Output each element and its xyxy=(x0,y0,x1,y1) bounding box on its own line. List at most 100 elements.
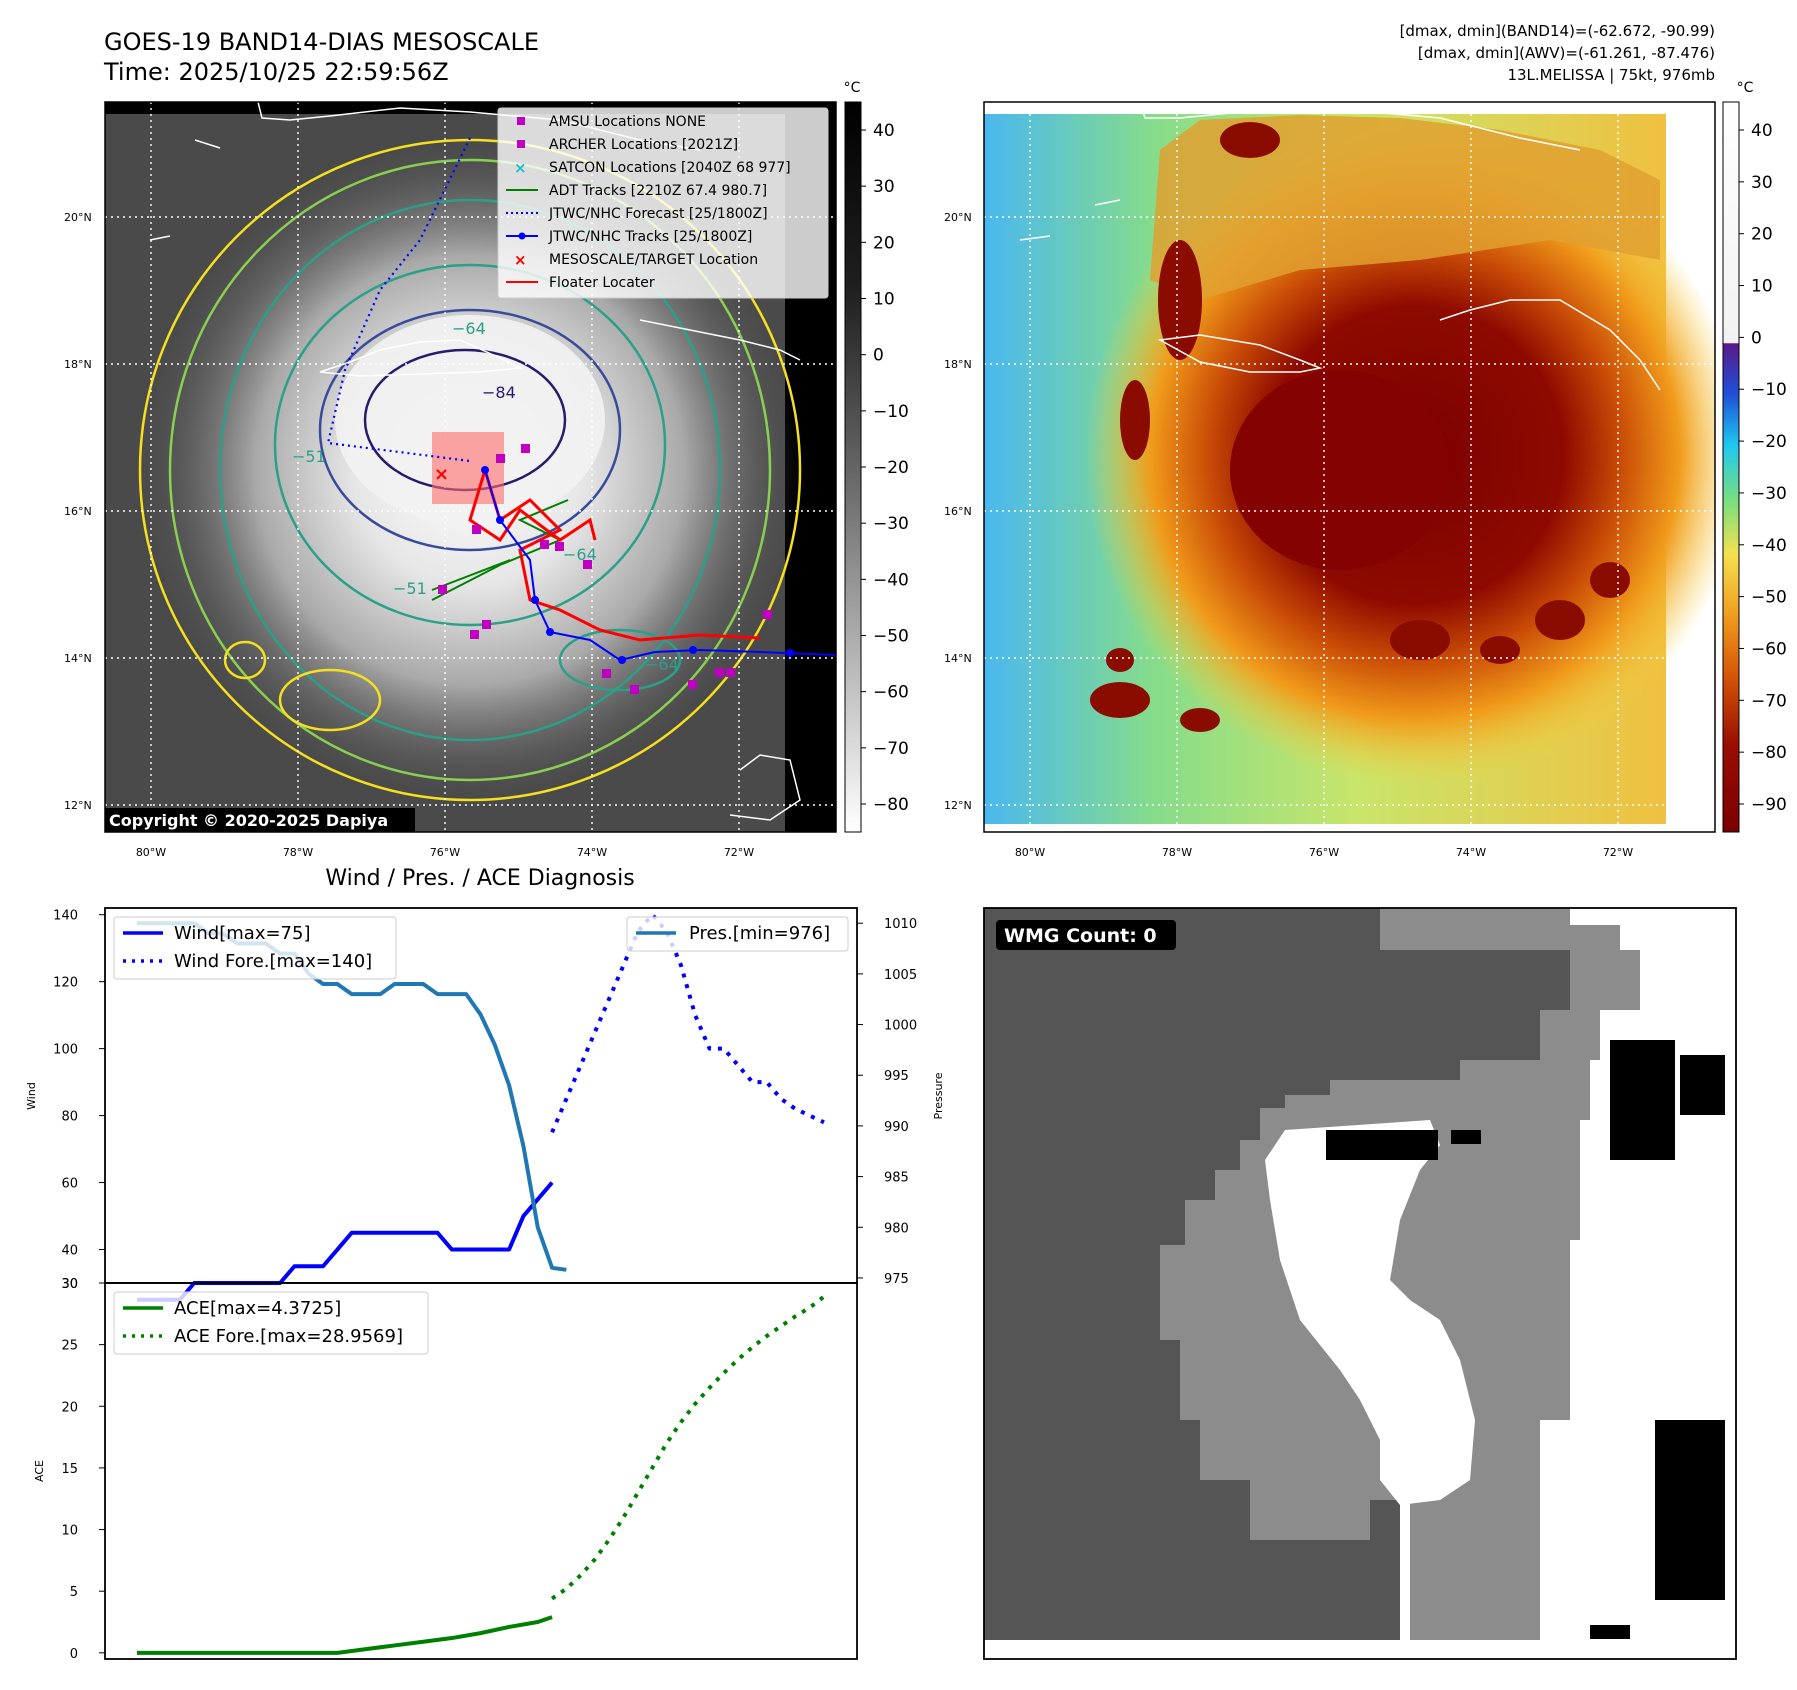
lat-label-14n: 14°N xyxy=(944,652,972,665)
legend-label-satcon: SATCON Locations [2040Z 68 977] xyxy=(549,160,791,176)
awv-stat: [dmax, dmin](AWV)=(-61.261, -87.476) xyxy=(1418,44,1715,62)
wind-ytick-label: 140 xyxy=(53,909,78,924)
eyewall-region xyxy=(1230,370,1450,570)
legend-label-forecast: JTWC/NHC Forecast [25/1800Z] xyxy=(548,206,768,222)
pressure-ytick-label: 1000 xyxy=(884,1019,917,1034)
legend-marker-amsu xyxy=(517,117,525,125)
floater-track xyxy=(468,469,761,642)
awv-colorbar-tick-label: −40 xyxy=(1751,536,1787,556)
lon-label-76w: 76°W xyxy=(1309,846,1339,859)
ace-legend-label: ACE[max=4.3725] xyxy=(174,1298,341,1319)
lat-label-20n: 20°N xyxy=(64,211,92,224)
awv-colorbar-tick-label: 30 xyxy=(1751,173,1773,193)
ace-legend: ACE[max=4.3725] ACE Fore.[max=28.9569] xyxy=(113,1291,429,1355)
lat-label-14n: 14°N xyxy=(64,652,92,665)
band14-colorbar-tick-label: −50 xyxy=(873,627,909,647)
legend-label-archer: ARCHER Locations [2021Z] xyxy=(549,137,738,153)
pressure-ytick-label: 995 xyxy=(884,1069,909,1084)
ace-ytick-label: 15 xyxy=(61,1462,78,1477)
pressure-ytick-label: 980 xyxy=(884,1221,909,1236)
ace-forecast-legend-label: ACE Fore.[max=28.9569] xyxy=(174,1326,403,1347)
pressure-legend-label: Pres.[min=976] xyxy=(689,923,830,944)
lat-label-18n: 18°N xyxy=(64,358,92,371)
lat-label-12n: 12°N xyxy=(944,799,972,812)
central-dense-overcast xyxy=(335,315,605,525)
best-track xyxy=(484,469,836,662)
legend-marker-satcon: × xyxy=(514,159,527,177)
svg-text:−51: −51 xyxy=(393,579,427,598)
awv-colorbar-tick-label: 0 xyxy=(1751,328,1762,348)
figure-title: GOES-19 BAND14-DIAS MESOSCALE xyxy=(104,28,539,56)
wind-ytick-label: 120 xyxy=(53,976,78,991)
band14-colorbar-tick-label: −80 xyxy=(873,795,909,815)
best-track-points xyxy=(481,466,794,664)
awv-colorbar-tick-label: −50 xyxy=(1751,588,1787,608)
wind-ytick-label: 30 xyxy=(61,1277,78,1292)
pressure-legend-box xyxy=(626,916,849,952)
awv-colorbar: °C 40 30 20 10 0 −10 −20 −30 −40 −50 −60 −70 −80 −90 xyxy=(1722,80,1787,833)
wmg-zone-light xyxy=(1265,1120,1475,1505)
contour-labels: −64 −84 −51 −64 −64 −51 xyxy=(292,319,679,674)
wmg-count-box xyxy=(996,920,1176,950)
band14-colorbar-tick-label: −70 xyxy=(873,739,909,759)
ace-forecast-series-line xyxy=(550,1294,826,1601)
wind-ytick-label: 60 xyxy=(61,1177,78,1192)
wind-legend-box xyxy=(113,916,397,980)
diagnosis-title: Wind / Pres. / ACE Diagnosis xyxy=(325,866,634,891)
ace-axis-label: ACE xyxy=(33,1460,46,1482)
archer-markers xyxy=(438,444,772,694)
legend-marker-target: × xyxy=(514,251,527,269)
lat-label-20n: 20°N xyxy=(944,211,972,224)
legend-box xyxy=(497,107,829,299)
outflow-band xyxy=(1150,115,1660,300)
svg-text:−84: −84 xyxy=(482,383,516,402)
svg-text:−64: −64 xyxy=(645,655,679,674)
svg-text:−64: −64 xyxy=(452,319,486,338)
lon-label-74w: 74°W xyxy=(1456,846,1486,859)
awv-colorbar-tick-label: −20 xyxy=(1751,432,1787,452)
lon-label-78w: 78°W xyxy=(283,846,313,859)
legend-label-target: MESOSCALE/TARGET Location xyxy=(549,252,758,268)
lon-label-80w: 80°W xyxy=(1015,846,1045,859)
lon-label-72w: 72°W xyxy=(724,846,754,859)
awv-colorbar-tick-label: −90 xyxy=(1751,795,1787,815)
pressure-ytick-label: 1010 xyxy=(884,917,917,932)
copyright-box xyxy=(105,808,415,832)
band14-stat: [dmax, dmin](BAND14)=(-62.672, -90.99) xyxy=(1400,22,1715,40)
awv-colorbar-tick-label: −80 xyxy=(1751,743,1787,763)
pressure-ytick-label: 990 xyxy=(884,1120,909,1135)
awv-colorbar-tick-label: −60 xyxy=(1751,639,1787,659)
band14-colorbar-tick-label: −10 xyxy=(873,402,909,422)
awv-map: 20°N 18°N 16°N 14°N 12°N 80°W 78°W 76°W … xyxy=(944,101,1716,859)
awv-colorbar-tick-label: −10 xyxy=(1751,380,1787,400)
map-frame xyxy=(983,101,1716,833)
band14-colorbar-tick-label: −40 xyxy=(873,570,909,590)
awv-colorbar-tick-label: 40 xyxy=(1751,121,1773,141)
awv-colorbar-tick-label: 10 xyxy=(1751,277,1773,297)
lon-label-74w: 74°W xyxy=(577,846,607,859)
lat-label-12n: 12°N xyxy=(64,799,92,812)
wind-pressure-chart: Wind Pressure 30 40 60 80 100 120 140 975 980 98… xyxy=(25,907,945,1302)
colorbar-gradient xyxy=(1722,101,1740,833)
wind-ytick-label: 40 xyxy=(61,1244,78,1259)
convective-cells xyxy=(1090,122,1630,732)
band14-colorbar: °C 40 30 20 10 0 −10 −20 −30 −40 −50 −60 −70 −80 xyxy=(844,80,909,833)
wind-forecast-legend-label: Wind Fore.[max=140] xyxy=(174,951,372,972)
band14-colorbar-tick-label: −60 xyxy=(873,683,909,703)
band14-colorbar-tick-label: 30 xyxy=(873,177,895,197)
target-marker: × xyxy=(434,464,449,485)
copyright-text: Copyright © 2020-2025 Dapiya xyxy=(109,811,388,830)
ace-legend-box xyxy=(113,1291,429,1355)
lon-label-78w: 78°W xyxy=(1162,846,1192,859)
right-map-axis-labels: 20°N 18°N 16°N 14°N 12°N 80°W 78°W 76°W … xyxy=(944,211,1633,859)
legend-label-tracks: JTWC/NHC Tracks [25/1800Z] xyxy=(548,229,752,245)
legend-label-floater: Floater Locater xyxy=(549,275,655,291)
wmg-zone-black xyxy=(1326,1040,1725,1639)
wind-legend-label: Wind[max=75] xyxy=(174,923,311,944)
ace-ytick-label: 25 xyxy=(61,1339,78,1354)
pressure-ytick-label: 985 xyxy=(884,1171,909,1186)
pressure-axis-label: Pressure xyxy=(932,1072,945,1119)
pressure-legend: Pres.[min=976] xyxy=(626,916,849,952)
band14-colorbar-tick-label: −30 xyxy=(873,514,909,534)
pressure-ytick-label: 975 xyxy=(884,1272,909,1287)
